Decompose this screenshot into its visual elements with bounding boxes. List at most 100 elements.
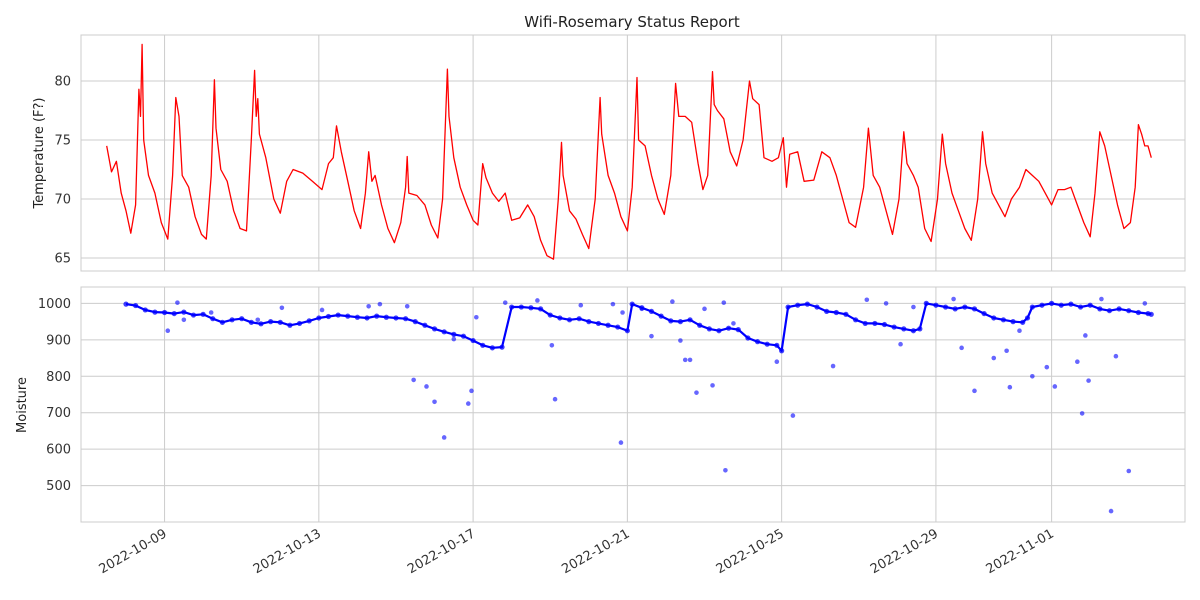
moisture-outlier-point [710,383,715,388]
moisture-point [335,312,341,318]
y-tick-label: 700 [46,406,71,421]
moisture-outlier-point [911,304,916,310]
moisture-point [354,314,361,320]
moisture-series [123,296,1154,514]
moisture-point [971,306,978,312]
moisture-outlier-point [731,321,736,326]
date-xticks: 2022-10-09 2022-10-13 2022-10-17 2022-10-21… [97,526,1057,577]
moisture-outlier-point [883,301,889,306]
moisture-point [862,320,868,327]
moisture-point [774,342,780,348]
moisture-outlier-point [702,306,707,312]
moisture-outlier-point [1052,384,1058,389]
moisture-outlier-point [898,341,903,347]
moisture-point [441,329,447,335]
moisture-outlier-point [618,440,624,445]
moisture-point [171,310,177,317]
moisture-point [962,304,968,310]
temperature-series [106,43,1152,260]
moisture-point [952,306,958,312]
x-tick-label: 2022-10-17 [405,526,478,577]
moisture-outlier-point [404,304,410,309]
moisture-trend-line [125,302,1152,352]
moisture-point [586,319,592,325]
temperature-frame [80,34,1186,272]
moisture-point [219,319,226,325]
moisture-outlier-point [1075,359,1080,364]
x-tick-label: 2022-10-13 [251,526,324,577]
moisture-point [451,331,457,337]
moisture-point [624,328,630,334]
moisture-outlier-point [208,310,214,315]
moisture-outlier-point [670,299,675,304]
moisture-point [460,333,467,339]
moisture-point [509,304,515,310]
y-tick-label: 75 [54,134,71,149]
moisture-point [1000,317,1007,323]
temperature-line [106,43,1152,260]
moisture-outlier-point [774,359,780,364]
moisture-point [668,318,674,324]
moisture-point [658,313,664,319]
moisture-point [852,317,859,323]
moisture-point [566,317,573,323]
y-tick-label: 80 [54,75,71,90]
x-tick-label: 2022-11-01 [984,526,1057,577]
y-tick-label: 900 [46,333,71,348]
moisture-outlier-point [552,396,558,402]
moisture-point [518,304,524,310]
chart-title: Wifi-Rosemary Status Report [524,13,740,31]
moisture-outlier-point [1044,364,1050,370]
moisture-outlier-point [411,377,416,383]
moisture-point [161,309,168,316]
moisture-outlier-point [181,317,187,323]
moisture-point [824,308,830,315]
moisture-point [677,319,684,325]
moisture-outlier-point [1030,373,1035,379]
moisture-point [881,321,888,328]
moisture-point [910,328,917,334]
x-tick-label: 2022-10-09 [97,526,170,577]
moisture-outlier-point [279,305,285,311]
moisture-point [1068,301,1074,307]
moisture-outlier-point [535,298,540,303]
moisture-outlier-point [255,317,261,323]
moisture-point [1097,306,1103,312]
moisture-outlier-point [991,355,997,361]
moisture-point [814,304,820,310]
moisture-point [1077,304,1084,310]
moisture-point [287,322,293,328]
moisture-outlier-point [790,413,796,418]
moisture-point [557,315,563,321]
moisture-point [480,342,486,348]
y-tick-label: 70 [54,193,71,208]
moisture-point [489,345,495,351]
moisture-outlier-point [578,302,584,308]
moisture-point [229,317,235,323]
temperature-yticks: 65 70 75 80 [54,75,71,267]
moisture-point [697,322,703,328]
moisture-point [268,319,274,325]
moisture-point [648,308,655,315]
moisture-point [804,301,810,307]
moisture-outlier-point [620,310,625,315]
moisture-point [891,324,897,330]
moisture-point [917,326,923,332]
moisture-outlier-point [687,357,693,363]
moisture-point [133,302,139,309]
moisture-yticks: 500 600 700 800 900 1000 [38,297,71,494]
moisture-outlier-point [175,300,180,305]
moisture-outlier-point [1099,296,1104,302]
moisture-ylabel: Moisture [15,377,30,433]
temperature-panel: 65 70 75 80 Temperature (F?) [32,34,1186,272]
moisture-outlier-point [1079,411,1085,416]
moisture-outlier-point [1126,468,1132,474]
moisture-point [1029,304,1035,310]
moisture-point [1039,302,1045,308]
x-tick-label: 2022-10-25 [714,526,787,577]
moisture-point [726,325,732,331]
moisture-point [981,310,987,317]
moisture-point [537,306,544,312]
moisture-point [735,327,741,333]
temperature-grid [81,35,1185,271]
